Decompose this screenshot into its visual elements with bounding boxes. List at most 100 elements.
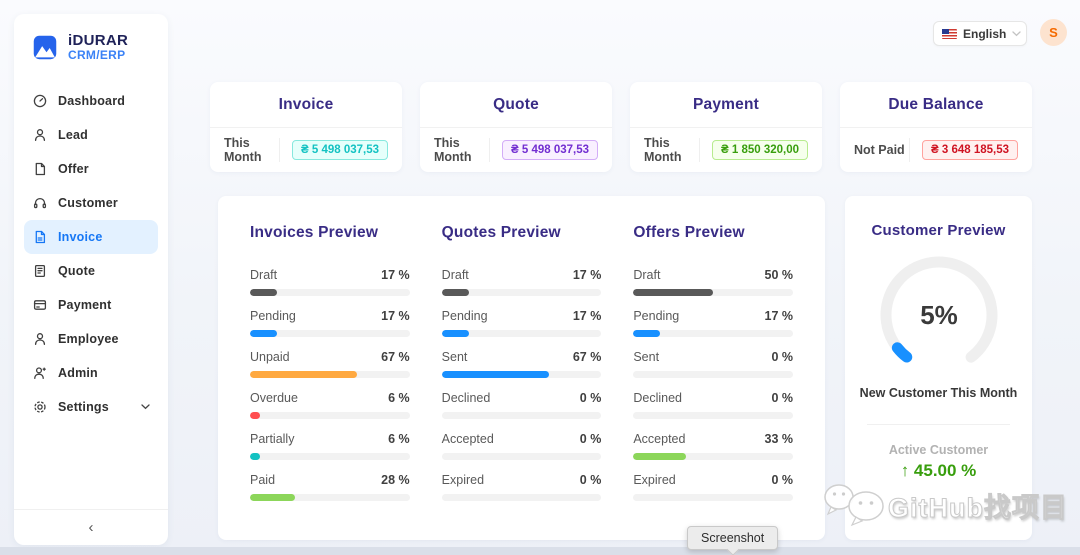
stat-card: Payment This Month ₴ 1 850 320,00: [630, 82, 822, 172]
progress-percent: 50 %: [764, 268, 794, 282]
progress-row: Paid 28 %: [250, 473, 410, 501]
stat-card-title: Invoice: [210, 82, 402, 128]
invoice-file-icon: [32, 229, 48, 245]
progress-bar-fill: [250, 371, 357, 378]
previews-panel: Invoices Preview Draft 17 % Pending 17 %…: [218, 196, 825, 540]
sidebar-item-customer[interactable]: Customer: [24, 186, 158, 220]
sidebar-item-employee[interactable]: Employee: [24, 322, 158, 356]
stat-card: Due Balance Not Paid ₴ 3 648 185,53: [840, 82, 1032, 172]
chevron-down-icon: [1012, 30, 1021, 37]
stat-card-period-label: This Month: [644, 135, 682, 164]
progress-percent: 67 %: [381, 350, 410, 364]
stat-card-period-label: This Month: [434, 135, 472, 164]
language-label: English: [963, 26, 1007, 41]
us-flag-icon: [942, 28, 957, 39]
progress-bar-fill: [633, 453, 687, 460]
sidebar-item-quote[interactable]: Quote: [24, 254, 158, 288]
customer-gauge: 5%: [880, 256, 997, 374]
progress-bar: [250, 330, 410, 337]
language-select[interactable]: English: [933, 21, 1027, 46]
progress-percent: 6 %: [388, 391, 410, 405]
progress-label: Sent: [633, 350, 660, 364]
active-customer-label: Active Customer: [888, 443, 989, 457]
progress-percent: 17 %: [381, 268, 410, 282]
sidebar-item-dashboard[interactable]: Dashboard: [24, 84, 158, 118]
brand-subtitle: CRM/ERP: [68, 47, 126, 62]
stat-card-title: Quote: [420, 82, 612, 128]
progress-bar: [250, 371, 410, 378]
progress-bar-fill: [633, 330, 661, 337]
progress-percent: 67 %: [572, 350, 602, 364]
progress-bar: [441, 412, 602, 419]
progress-bar: [250, 289, 410, 296]
stat-card-title: Payment: [630, 82, 822, 128]
vertical-divider: [698, 137, 700, 162]
sidebar-item-label: Admin: [58, 366, 98, 380]
progress-percent: 0 %: [771, 391, 794, 405]
sidebar-item-lead[interactable]: Lead: [24, 118, 158, 152]
preview-column: Quotes Preview Draft 17 % Pending 17 % S…: [441, 224, 602, 540]
sidebar-item-label: Employee: [58, 332, 119, 346]
brand-logo: iDURAR CRM/ERP: [14, 14, 168, 62]
screenshot-tooltip: Screenshot: [687, 526, 779, 550]
progress-label: Declined: [633, 391, 682, 405]
stat-card-period-label: This Month: [224, 135, 262, 164]
user-avatar[interactable]: S: [1040, 19, 1067, 46]
sidebar-item-payment[interactable]: Payment: [24, 288, 158, 322]
progress-bar-fill: [250, 494, 295, 501]
progress-bar: [250, 453, 410, 460]
progress-bar: [441, 330, 602, 337]
progress-percent: 17 %: [572, 309, 602, 323]
headset-icon: [32, 195, 48, 211]
sidebar-item-offer[interactable]: Offer: [24, 152, 158, 186]
progress-row: Partially 6 %: [250, 432, 410, 460]
sidebar-item-invoice[interactable]: Invoice: [24, 220, 158, 254]
progress-bar-fill: [441, 289, 469, 296]
stat-card-value-badge: ₴ 1 850 320,00: [711, 139, 808, 160]
stat-card-value-badge: ₴ 3 648 185,53: [921, 139, 1018, 160]
progress-row: Accepted 0 %: [441, 432, 602, 460]
gauge-fill: [880, 256, 997, 374]
progress-row: Overdue 6 %: [250, 391, 410, 419]
progress-row: Draft 17 %: [250, 268, 410, 296]
progress-row: Declined 0 %: [441, 391, 602, 419]
progress-percent: 0 %: [579, 473, 602, 487]
sidebar-collapse-button[interactable]: ‹: [14, 509, 168, 545]
progress-label: Paid: [250, 473, 276, 487]
progress-bar: [633, 453, 794, 460]
new-customer-caption: New Customer This Month: [859, 386, 1018, 400]
sidebar-item-admin[interactable]: Admin: [24, 356, 158, 390]
progress-bar: [441, 289, 602, 296]
progress-bar: [250, 412, 410, 419]
sidebar-item-settings[interactable]: Settings: [24, 390, 158, 424]
progress-label: Partially: [250, 432, 295, 446]
file-icon: [32, 161, 48, 177]
sidebar-item-label: Invoice: [58, 230, 103, 244]
progress-percent: 6 %: [388, 432, 410, 446]
progress-row: Expired 0 %: [441, 473, 602, 501]
stat-card-value-badge: ₴ 5 498 037,53: [291, 139, 388, 160]
collapse-left-icon: ‹: [88, 519, 94, 536]
progress-bar: [633, 494, 794, 501]
progress-bar-fill: [633, 289, 714, 296]
progress-bar-fill: [250, 330, 278, 337]
active-customer-value: 45.00 %: [913, 461, 977, 480]
progress-percent: 17 %: [764, 309, 794, 323]
customer-preview-title: Customer Preview: [871, 222, 1006, 239]
progress-label: Overdue: [250, 391, 298, 405]
sidebar: iDURAR CRM/ERP Dashboard Lead Offer: [14, 14, 168, 545]
progress-row: Pending 17 %: [250, 309, 410, 337]
progress-bar: [441, 453, 602, 460]
sidebar-item-label: Lead: [58, 128, 88, 142]
sidebar-item-label: Payment: [58, 298, 112, 312]
avatar-initial: S: [1049, 25, 1058, 40]
dashboard-icon: [32, 93, 48, 109]
stat-card-period-label: Not Paid: [854, 142, 905, 157]
preview-column: Offers Preview Draft 50 % Pending 17 % S…: [633, 224, 794, 540]
progress-percent: 28 %: [381, 473, 410, 487]
stat-cards-row: Invoice This Month ₴ 5 498 037,53 Quote …: [210, 82, 1032, 172]
progress-percent: 0 %: [579, 391, 602, 405]
preview-title: Quotes Preview: [441, 224, 561, 241]
vertical-divider: [488, 137, 490, 162]
stat-card-title: Due Balance: [840, 82, 1032, 128]
